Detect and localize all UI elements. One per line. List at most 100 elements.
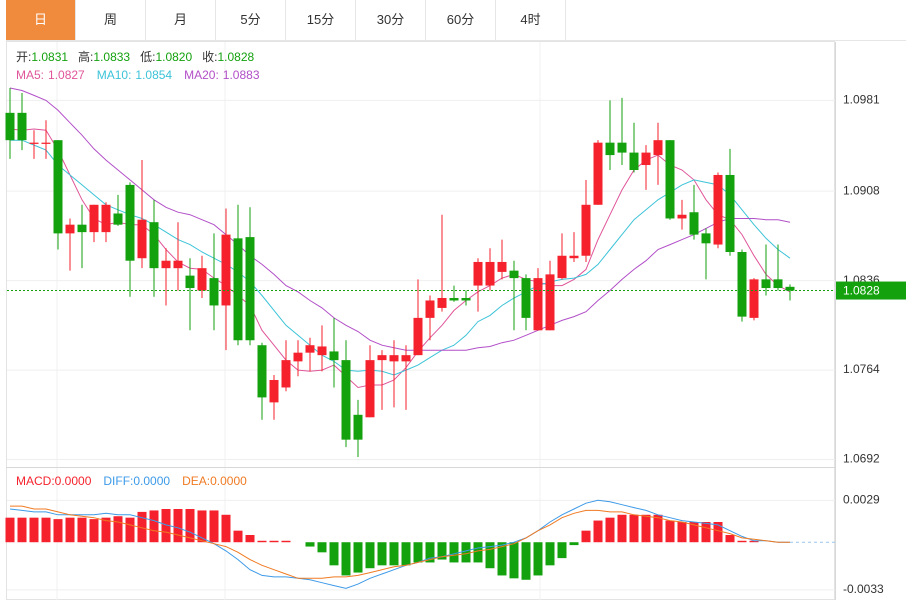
candle-body (629, 152, 639, 170)
plot-frame (6, 41, 835, 600)
candle-body (473, 261, 483, 286)
period-tab[interactable]: 日 (6, 0, 76, 40)
candle-body (761, 279, 771, 289)
macd-bar (629, 514, 639, 543)
macd-bar (173, 509, 183, 543)
candle-body (17, 112, 27, 141)
candle-body (341, 360, 351, 440)
candle-body (773, 279, 783, 289)
macd-legend-value: 0.0000 (55, 474, 92, 488)
candle-body (425, 300, 435, 318)
candle-body (245, 237, 255, 341)
macd-bar (209, 510, 219, 543)
macd-legend-name: DIFF: (103, 474, 133, 488)
macd-bar (41, 517, 51, 543)
legend-name: MA10: (97, 68, 132, 82)
macd-line (10, 505, 790, 579)
candle-body (5, 112, 15, 141)
macd-bar (185, 509, 195, 543)
candle-body (641, 152, 651, 166)
candle-body (113, 213, 123, 225)
y-tick-label: 1.0764 (843, 362, 880, 376)
ohlc-legend-name: 高: (78, 49, 93, 64)
grid-layer (7, 99, 835, 591)
ohlc-legend-name: 收: (202, 50, 217, 64)
candle-body (89, 204, 99, 233)
period-tab[interactable]: 周 (76, 0, 146, 40)
candle-body (185, 275, 195, 289)
macd-bar (737, 540, 747, 543)
ma-line (10, 139, 791, 376)
ohlc-legend-value: 1.0831 (31, 50, 68, 64)
candle-body (221, 234, 231, 306)
candle-body (137, 219, 147, 259)
candle-body (173, 260, 183, 269)
y-tick-label: 1.0908 (843, 183, 880, 197)
candle-body (65, 224, 75, 234)
macd-bar (329, 542, 339, 566)
macd-bar (137, 511, 147, 543)
y-tick-label: 0.0029 (843, 493, 880, 507)
macd-bar (221, 514, 231, 543)
macd-bar (341, 542, 351, 576)
macd-bar (305, 542, 315, 547)
macd-legend-value: 0.0000 (133, 474, 170, 488)
candle-body (557, 255, 567, 279)
macd-legend-name: MACD: (16, 474, 55, 488)
macd-bar (593, 520, 603, 543)
macd-bar (149, 510, 159, 543)
macd-bar (557, 542, 567, 559)
y-tick-label: 1.0981 (843, 93, 880, 107)
macd-bar (101, 517, 111, 543)
candle-body (737, 252, 747, 317)
period-tab[interactable]: 15分 (286, 0, 356, 40)
period-tab[interactable]: 60分 (426, 0, 496, 40)
macd-bar (29, 517, 39, 543)
legend-value: 1.0883 (223, 68, 260, 82)
period-tab[interactable]: 5分 (216, 0, 286, 40)
macd-legend-value: 0.0000 (210, 474, 247, 488)
candle-body (713, 174, 723, 245)
legend-value: 1.0827 (48, 68, 85, 82)
macd-bar (17, 517, 27, 543)
y-tick-label: -0.0033 (843, 582, 884, 596)
macd-bar (497, 542, 507, 576)
macd-bar (653, 514, 663, 543)
candle-body (569, 255, 579, 259)
candle-body (521, 278, 531, 318)
macd-bar (689, 522, 699, 543)
candle-body (785, 286, 795, 291)
candle-body (305, 345, 315, 353)
period-tab[interactable]: 30分 (356, 0, 426, 40)
candle-body (653, 140, 663, 156)
candle-body (665, 140, 675, 219)
legend-name: MA20: (184, 68, 219, 82)
candle-body (149, 222, 159, 269)
macd-bar (53, 519, 63, 543)
candle-body (509, 270, 519, 279)
macd-bar (701, 522, 711, 543)
macd-bar (617, 514, 627, 543)
macd-bar (65, 517, 75, 543)
candle-body (605, 142, 615, 156)
candle-body (281, 360, 291, 388)
macd-bar (569, 542, 579, 546)
macd-bar (269, 540, 279, 543)
period-tab[interactable]: 月 (146, 0, 216, 40)
current-price-label: 1.0828 (843, 284, 880, 298)
legend-value: 1.0854 (135, 68, 172, 82)
period-tab[interactable]: 4时 (496, 0, 566, 40)
macd-bar (245, 535, 255, 543)
candle-body (125, 184, 135, 261)
macd-bar (365, 542, 375, 569)
macd-bar (77, 517, 87, 543)
macd-bar (581, 530, 591, 543)
macd-bar (533, 542, 543, 576)
y-tick-label: 1.0692 (843, 452, 880, 466)
candle-body (617, 142, 627, 153)
macd-bar (353, 542, 363, 573)
macd-bar (473, 542, 483, 563)
current-price-box (836, 281, 906, 300)
